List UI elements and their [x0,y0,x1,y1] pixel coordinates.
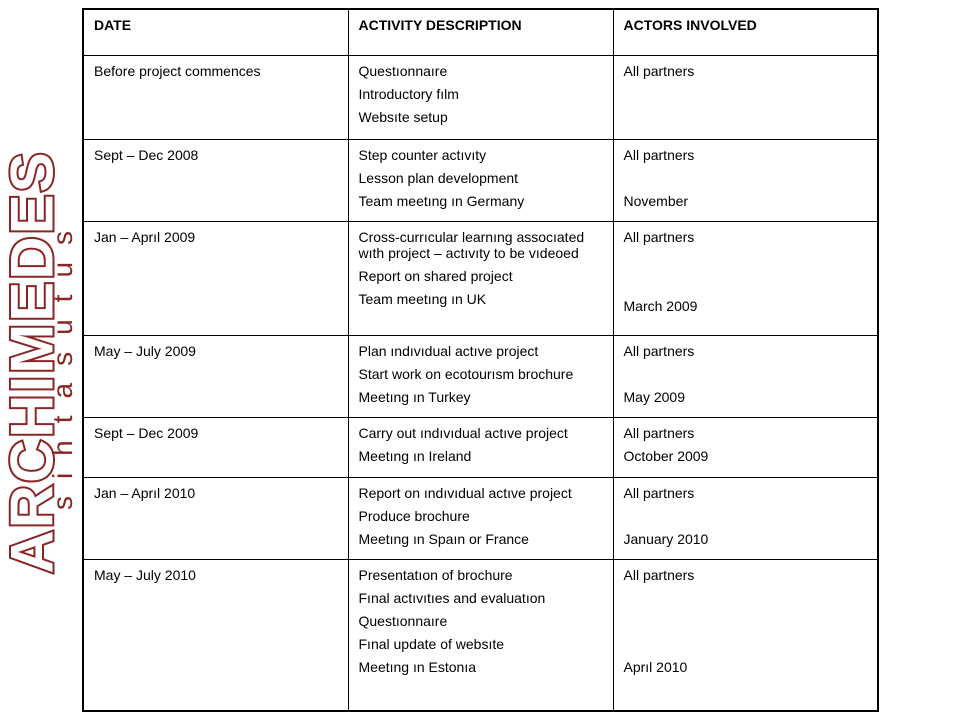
activity-line: Meetıng ın Estonıa [358,658,477,675]
activity-line: Presentatıon of brochure [358,566,513,583]
activity-line: Report on shared project [358,267,513,284]
table-row: Jan – Aprıl 2010 Report on ındıvıdual ac… [82,476,879,560]
activity-cell: Questıonnaıre Introductory fılm Websıte … [347,54,614,140]
actors-cell: All partners October 2009 [612,416,879,478]
table-row: Before project commences Questıonnaıre I… [82,54,879,140]
activity-cell: Carry out ındıvıdual actıve project Meet… [347,416,614,478]
table-row: Sept – Dec 2009 Carry out ındıvıdual act… [82,416,879,478]
activity-line: Carry out ındıvıdual actıve project [358,424,568,441]
activity-line: Team meetıng ın UK [358,290,487,307]
actors-line: All partners [623,484,695,501]
date-cell: May – July 2009 [82,334,349,418]
actors-line: All partners [623,62,695,79]
actors-cell: All partners Aprıl 2010 [612,558,879,712]
header-actors-involved: ACTORS INVOLVED [612,8,879,56]
activity-line: Introductory fılm [358,85,459,102]
actors-line: All partners [623,566,695,583]
activity-line: Cross-currıcular learnıng assocıated wıt… [358,228,585,261]
activity-line: Lesson plan development [358,169,519,186]
activity-line: Fınal update of websıte [358,635,505,652]
activity-cell: Step counter actıvıty Lesson plan develo… [347,138,614,222]
table-row: Jan – Aprıl 2009 Cross-currıcular learnı… [82,220,879,336]
activity-line: Meetıng ın Turkey [358,388,471,405]
activity-line: Team meetıng ın Germany [358,192,525,209]
actors-cell: All partners [612,54,879,140]
date-cell: Sept – Dec 2008 [82,138,349,222]
activity-line: Produce brochure [358,507,470,524]
activity-line: Step counter actıvıty [358,146,487,163]
actors-line: All partners [623,424,695,441]
actors-line: All partners [623,342,695,359]
table-row: May – July 2010 Presentatıon of brochure… [82,558,879,712]
actors-line: All partners [623,228,695,245]
header-activity-description: ACTIVITY DESCRIPTION [347,8,614,56]
date-cell: Jan – Aprıl 2010 [82,476,349,560]
activity-line: Start work on ecotourısm brochure [358,365,574,382]
table-row: May – July 2009 Plan ındıvıdual actıve p… [82,334,879,418]
activity-line: Meetıng ın Ireland [358,447,472,464]
actors-line: May 2009 [623,388,685,405]
activity-line: Questıonnaıre [358,612,448,629]
actors-cell: All partners January 2010 [612,476,879,560]
actors-line: November [623,192,689,209]
table-header-row: DATE ACTIVITY DESCRIPTION ACTORS INVOLVE… [82,8,879,56]
date-cell: Jan – Aprıl 2009 [82,220,349,336]
table-row: Sept – Dec 2008 Step counter actıvıty Le… [82,138,879,222]
activity-line: Fınal actıvıtıes and evaluatıon [358,589,546,606]
actors-line: October 2009 [623,447,709,464]
activity-line: Plan ındıvıdual actıve project [358,342,539,359]
actors-line: All partners [623,146,695,163]
actors-line: March 2009 [623,297,698,314]
logo-sub-text: sihtasutus [47,213,78,511]
header-date: DATE [82,8,349,56]
date-cell: May – July 2010 [82,558,349,712]
actors-cell: All partners November [612,138,879,222]
activity-cell: Report on ındıvıdual actıve project Prod… [347,476,614,560]
activity-line: Questıonnaıre [358,62,448,79]
project-schedule-table: DATE ACTIVITY DESCRIPTION ACTORS INVOLVE… [82,8,879,712]
activity-line: Report on ındıvıdual actıve project [358,484,572,501]
date-cell: Before project commences [82,54,349,140]
activity-cell: Plan ındıvıdual actıve project Start wor… [347,334,614,418]
sihtasutus-logo: sihtasutus [45,0,80,720]
activity-cell: Cross-currıcular learnıng assocıated wıt… [347,220,614,336]
date-cell: Sept – Dec 2009 [82,416,349,478]
activity-cell: Presentatıon of brochure Fınal actıvıtıe… [347,558,614,712]
activity-line: Websıte setup [358,108,448,125]
activity-line: Meetıng ın Spaın or France [358,530,529,547]
actors-line: Aprıl 2010 [623,658,688,675]
actors-cell: All partners May 2009 [612,334,879,418]
actors-cell: All partners March 2009 [612,220,879,336]
actors-line: January 2010 [623,530,709,547]
